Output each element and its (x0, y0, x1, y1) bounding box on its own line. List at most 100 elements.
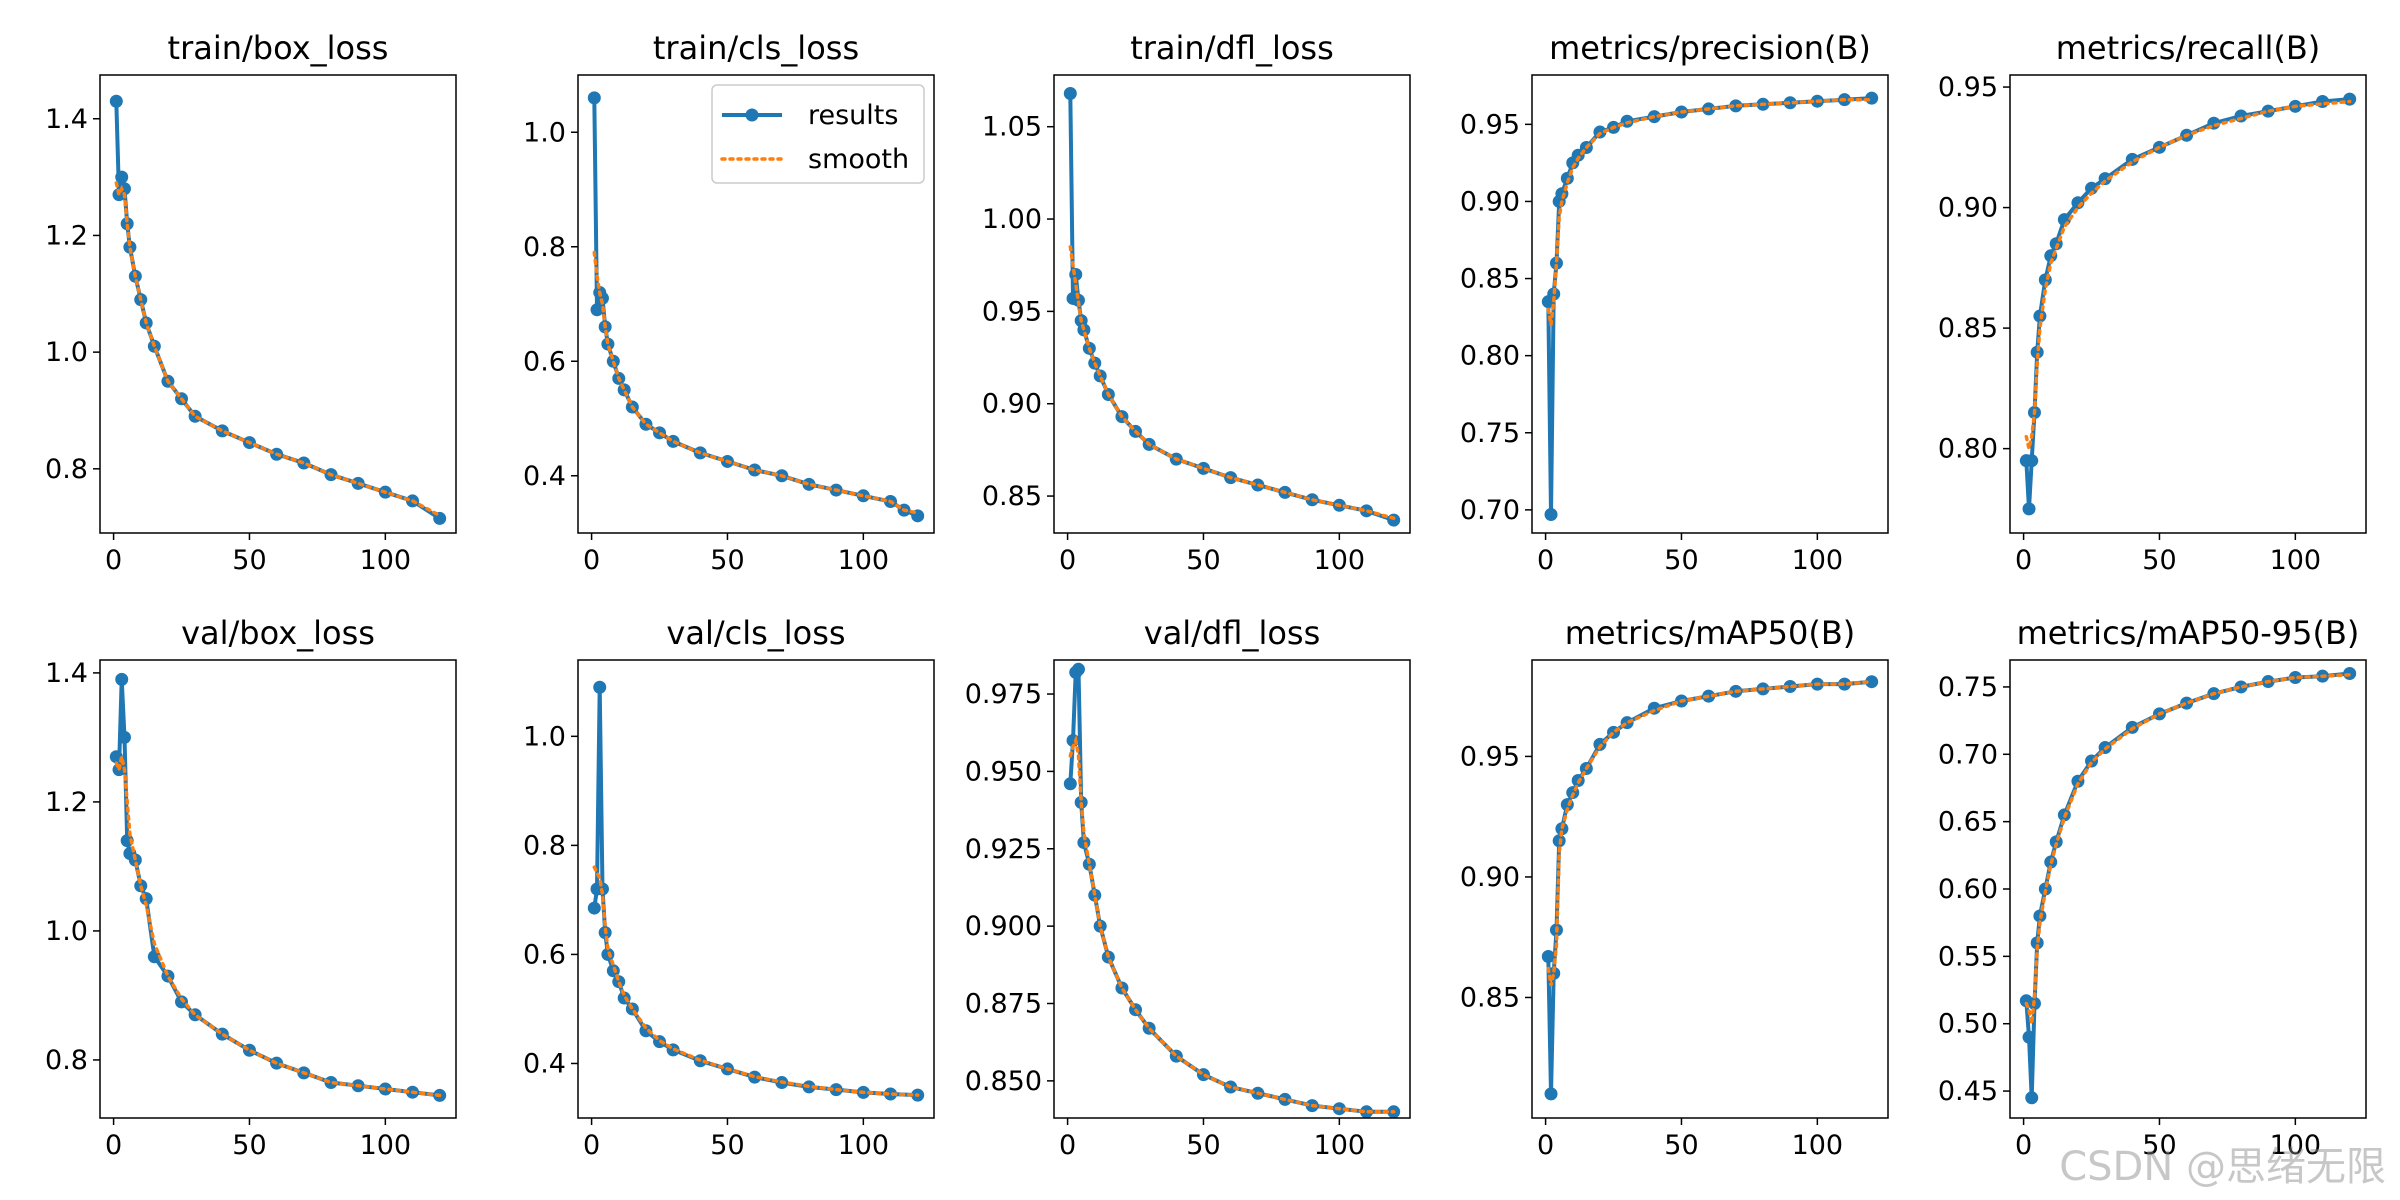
axes-frame (1531, 659, 1889, 1119)
subplot-title: train/box_loss (168, 29, 389, 67)
legend-results-label: results (808, 100, 898, 131)
results-point (593, 680, 607, 694)
y-tick-label: 0.6 (523, 939, 566, 970)
subplot-title: val/dfl_loss (1144, 614, 1321, 652)
smooth-line (1546, 97, 1874, 326)
axes-frame (577, 74, 935, 534)
subplot-0: train/box_loss 0 50 100 0.8 1.0 1.2 1.4 (45, 29, 457, 576)
x-tick-label: 100 (1792, 1130, 1844, 1161)
results-point (1063, 777, 1077, 791)
y-tick-label: 0.45 (1938, 1076, 1998, 1107)
subplot-title: metrics/recall(B) (2056, 29, 2321, 67)
x-tick-label: 50 (1186, 1130, 1220, 1161)
x-tick-label: 100 (838, 1130, 890, 1161)
y-tick-label: 1.0 (45, 916, 88, 947)
results-point (802, 477, 816, 491)
x-tick-label: 100 (360, 545, 412, 576)
results-point (1544, 507, 1558, 521)
y-tick-label: 1.2 (45, 787, 88, 818)
y-tick-label: 0.90 (1460, 862, 1520, 893)
x-tick-label: 100 (2270, 1130, 2322, 1161)
y-tick-label: 1.4 (45, 104, 88, 135)
results-point (1071, 293, 1085, 307)
subplot-4: metrics/recall(B) 0 50 100 0.80 0.85 0.90 0.95 (1938, 29, 2367, 576)
smooth-line (2024, 673, 2352, 1025)
subplot-1: train/cls_loss 0 50 100 0.4 0.6 0.8 1.0 results s… (523, 29, 935, 576)
results-point (2085, 181, 2099, 195)
plot-area (587, 680, 925, 1102)
subplot-9: metrics/mAP50-95(B) 0 50 100 0.45 0.50 0.55 0.6… (1938, 614, 2367, 1161)
x-tick-label: 50 (232, 1130, 266, 1161)
results-point (748, 1070, 762, 1084)
axes-frame (1053, 74, 1411, 534)
axes-frame (1053, 659, 1411, 1119)
x-tick-label: 0 (1537, 545, 1554, 576)
y-tick-label: 1.2 (45, 220, 88, 251)
y-tick-label: 0.8 (45, 454, 88, 485)
x-tick-label: 100 (838, 545, 890, 576)
y-tick-label: 0.80 (1938, 434, 1998, 465)
smooth-line (1068, 245, 1396, 520)
subplot-6: val/cls_loss 0 50 100 0.4 0.6 0.8 1.0 (523, 614, 935, 1161)
results-point (2343, 92, 2357, 106)
plot-area (109, 94, 447, 525)
y-tick-label: 0.95 (1460, 741, 1520, 772)
plot-area (1541, 675, 1879, 1101)
x-tick-label: 0 (1537, 1130, 1554, 1161)
plot-area (1063, 662, 1401, 1118)
results-point (748, 463, 762, 477)
y-tick-label: 0.60 (1938, 874, 1998, 905)
x-tick-label: 100 (1792, 545, 1844, 576)
x-tick-label: 100 (1314, 545, 1366, 576)
smooth-line (2024, 99, 2352, 449)
x-tick-label: 100 (1314, 1130, 1366, 1161)
x-tick-label: 50 (710, 1130, 744, 1161)
y-tick-label: 1.0 (523, 117, 566, 148)
subplot-title: val/cls_loss (666, 614, 845, 652)
y-tick-label: 0.85 (1460, 264, 1520, 295)
legend-results-marker (745, 108, 759, 122)
results-point (884, 1087, 898, 1101)
x-tick-label: 100 (2270, 545, 2322, 576)
y-tick-label: 0.85 (1460, 982, 1520, 1013)
y-tick-label: 1.05 (982, 112, 1042, 143)
results-point (1387, 513, 1401, 527)
results-point (612, 975, 626, 989)
x-tick-label: 0 (1059, 1130, 1076, 1161)
subplot-title: train/dfl_loss (1130, 29, 1334, 67)
y-tick-label: 0.95 (1460, 109, 1520, 140)
x-tick-label: 0 (2015, 545, 2032, 576)
y-tick-label: 0.85 (982, 481, 1042, 512)
results-point (1082, 857, 1096, 871)
y-tick-label: 0.70 (1460, 495, 1520, 526)
x-tick-label: 0 (105, 545, 122, 576)
results-line (1068, 667, 1394, 1114)
y-tick-label: 0.900 (965, 911, 1042, 942)
plot-area (1541, 91, 1879, 521)
results-point (1063, 86, 1077, 100)
y-tick-label: 0.925 (965, 834, 1042, 865)
results-point (587, 901, 601, 915)
results-point (2025, 454, 2039, 468)
x-tick-label: 50 (710, 545, 744, 576)
results-point (2022, 502, 2036, 516)
watermark: CSDN @思绪无限 (2059, 1144, 2386, 1190)
smooth-line (114, 181, 442, 518)
x-tick-label: 0 (105, 1130, 122, 1161)
results-line (1068, 93, 1395, 522)
y-tick-label: 0.6 (523, 346, 566, 377)
results-line (2024, 671, 2350, 1100)
results-point (1549, 256, 1563, 270)
results-point (2025, 1091, 2039, 1105)
y-tick-label: 0.90 (1938, 193, 1998, 224)
results-line (1546, 96, 1872, 517)
x-tick-label: 50 (232, 545, 266, 576)
y-tick-label: 1.0 (523, 721, 566, 752)
plot-area (2019, 666, 2357, 1105)
smooth-line (1546, 679, 1874, 986)
results-point (1071, 662, 1085, 676)
subplot-title: metrics/mAP50-95(B) (2017, 614, 2360, 652)
results-point (1544, 1087, 1558, 1101)
y-tick-label: 0.8 (523, 830, 566, 861)
y-tick-label: 0.8 (45, 1045, 88, 1076)
